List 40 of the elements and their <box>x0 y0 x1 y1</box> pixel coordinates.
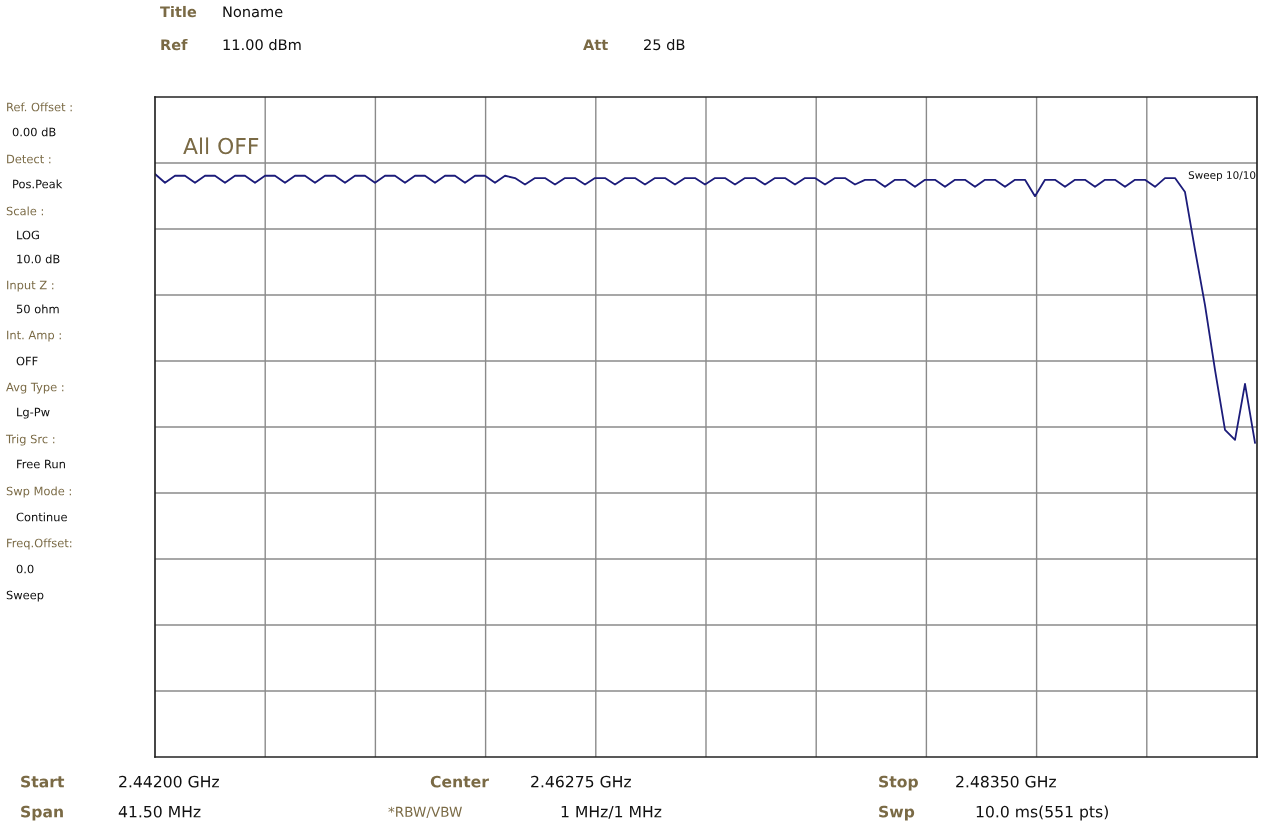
text: 11.00 dBm <box>223 38 301 51</box>
text: 0.0 <box>16 564 34 574</box>
annotation: Sweep 10/10 <box>1188 171 1256 182</box>
text: 2.48350 GHz <box>956 775 1056 788</box>
text: *RBW/VBW <box>388 806 462 818</box>
text: Int. Amp : <box>7 330 61 342</box>
text: Trig Src : <box>5 434 55 446</box>
text: 10.0 dB <box>17 254 60 264</box>
text: Ref <box>161 38 188 51</box>
text: Lg-Pw <box>17 407 50 419</box>
text: 25 dB <box>644 38 685 51</box>
text: Swp <box>879 805 915 821</box>
text: 0.00 dB <box>12 127 56 137</box>
text: Att <box>583 39 608 51</box>
text: 41.50 MHz <box>118 805 201 818</box>
text: 1 MHz/1 MHz <box>561 805 662 819</box>
text: LOG <box>17 230 39 240</box>
text: Input Z : <box>7 280 54 292</box>
text: 10.0 ms(551 pts) <box>976 805 1108 821</box>
text: Span <box>21 805 63 821</box>
text: Title <box>160 5 197 18</box>
text: Start <box>21 775 65 788</box>
text: Noname <box>223 6 283 18</box>
text: Swp Mode : <box>6 486 71 498</box>
text: Detect : <box>7 154 51 164</box>
text: Continue <box>16 512 67 522</box>
text: 50 ohm <box>16 304 59 314</box>
text: Sweep <box>6 590 44 602</box>
text: Pos.Peak <box>13 179 63 189</box>
text: Ref. Offset : <box>7 102 72 112</box>
text: Avg Type : <box>6 382 64 394</box>
text: Freq.Offset: <box>7 538 72 550</box>
text: Free Run <box>17 459 65 469</box>
text: Stop <box>879 775 918 791</box>
text: 2.44200 GHz <box>119 775 219 788</box>
text: 2.46275 GHz <box>531 775 631 788</box>
text: All OFF <box>183 137 259 155</box>
text: Center <box>430 775 489 788</box>
text: Scale : <box>6 206 43 216</box>
text: OFF <box>16 356 38 366</box>
